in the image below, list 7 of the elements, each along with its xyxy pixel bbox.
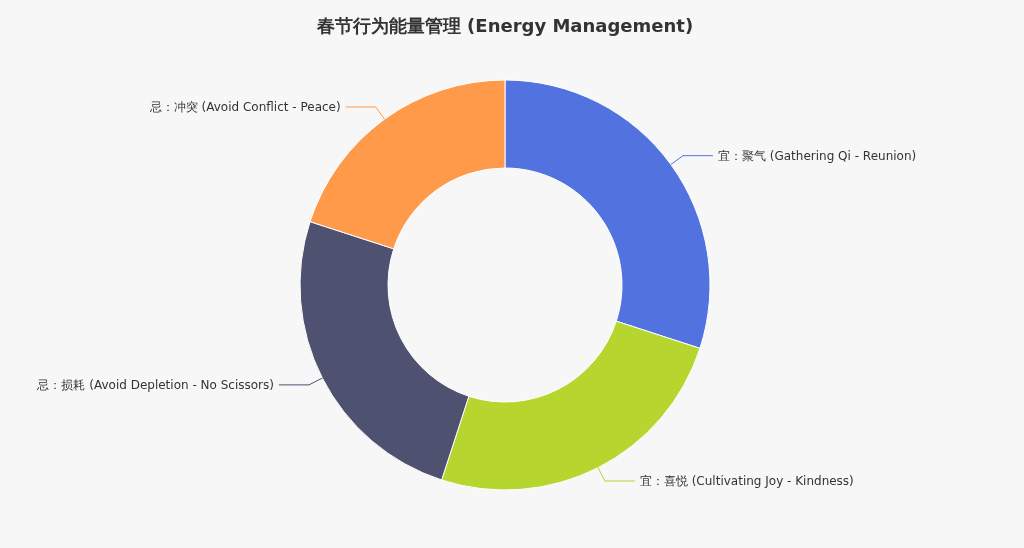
slice-label: 忌：冲突 (Avoid Conflict - Peace)	[148, 100, 341, 115]
slice-label: 宜：聚气 (Gathering Qi - Reunion)	[717, 148, 917, 163]
donut-slice	[299, 221, 470, 481]
chart-title: 春节行为能量管理 (Energy Management)	[315, 15, 694, 36]
slice-label: 忌：损耗 (Avoid Depletion - No Scissors)	[36, 377, 274, 392]
slice-label: 宜：喜悦 (Cultivating Joy - Kindness)	[639, 474, 854, 489]
donut-slice	[504, 79, 711, 349]
